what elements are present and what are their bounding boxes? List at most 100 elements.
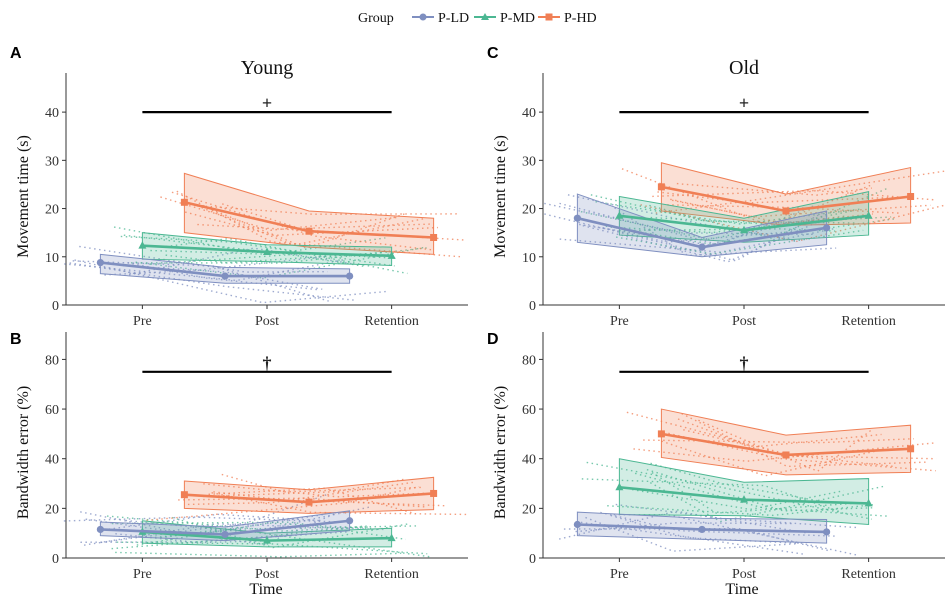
individual-trace xyxy=(671,199,931,218)
point-p-hd xyxy=(180,198,188,206)
individual-trace xyxy=(184,211,438,237)
individual-trace xyxy=(633,442,936,462)
point-p-md xyxy=(387,251,396,259)
point-p-md xyxy=(740,225,748,234)
point-p-md xyxy=(615,211,624,219)
y-tick-label: 20 xyxy=(45,203,59,218)
point-p-md xyxy=(615,482,624,491)
point-p-md xyxy=(263,536,271,544)
x-tick-label: Pre xyxy=(133,567,152,582)
x-tick-label: Retention xyxy=(841,567,895,582)
individual-trace xyxy=(649,482,887,523)
point-p-ld xyxy=(698,243,706,251)
y-tick-label: 40 xyxy=(45,453,59,468)
significance-symbol-c: + xyxy=(739,93,749,113)
point-p-hd xyxy=(782,451,790,459)
y-axis-title-d: Bandwidth error (%) xyxy=(492,386,509,519)
individual-trace xyxy=(600,511,836,537)
individual-trace xyxy=(619,228,836,232)
individual-trace xyxy=(585,516,796,552)
point-p-md xyxy=(138,241,147,249)
point-p-ld xyxy=(698,525,706,534)
ribbon-p-hd xyxy=(183,476,435,514)
individual-trace xyxy=(634,472,888,517)
y-tick-label: 20 xyxy=(522,502,536,517)
individual-trace xyxy=(221,473,422,493)
individual-trace xyxy=(178,497,427,508)
individual-trace xyxy=(563,527,831,552)
significance-symbol-b: † xyxy=(263,353,272,373)
legend-label-p-md: P-MD xyxy=(500,11,535,26)
individual-trace xyxy=(200,205,460,215)
individual-trace xyxy=(661,440,885,477)
panel-d: D Bandwidth error (%) 0 20 40 60 80 Pre Post Rete… xyxy=(487,331,945,582)
individual-trace xyxy=(580,210,853,241)
individual-trace xyxy=(120,235,395,267)
x-tick-label: Post xyxy=(732,567,756,582)
individual-trace xyxy=(128,247,355,276)
ribbon-p-hd xyxy=(660,408,912,476)
legend-item-p-md: P-MD xyxy=(474,11,535,26)
individual-trace xyxy=(211,492,468,516)
y-tick-label: 40 xyxy=(522,453,536,468)
individual-trace xyxy=(79,245,328,273)
individual-trace xyxy=(104,255,329,276)
panel-a: A Young Movement time (s) 0 10 20 30 40 Pre Post R… xyxy=(10,45,468,329)
y-tick-label: 20 xyxy=(45,502,59,517)
y-tick-label: 80 xyxy=(45,353,59,368)
point-p-ld xyxy=(573,214,581,222)
individual-trace xyxy=(123,234,367,268)
individual-traces-d xyxy=(558,411,937,556)
x-tick-label: Pre xyxy=(133,314,152,329)
x-tick-label: Retention xyxy=(364,314,418,329)
ribbon-p-hd xyxy=(660,162,912,226)
individual-trace xyxy=(676,182,872,196)
y-axis-title-c: Movement time (s) xyxy=(492,135,509,258)
y-tick-label: 0 xyxy=(52,299,59,314)
y-tick-label: 40 xyxy=(522,106,536,121)
y-tick-label: 40 xyxy=(45,106,59,121)
individual-trace xyxy=(111,525,367,550)
point-p-md xyxy=(864,211,873,219)
point-p-ld xyxy=(823,224,831,232)
point-p-ld xyxy=(573,520,581,529)
y-tick-label: 20 xyxy=(522,203,536,218)
x-tick-label: Post xyxy=(732,314,756,329)
point-p-hd xyxy=(907,193,915,200)
x-tick-label: Post xyxy=(255,567,279,582)
panel-letter-a: A xyxy=(10,45,22,62)
individual-trace xyxy=(165,251,384,264)
legend: Group P-LD P-MD P-HD xyxy=(358,11,597,26)
point-p-hd xyxy=(430,489,438,497)
point-p-hd xyxy=(657,183,665,191)
point-p-ld xyxy=(96,258,104,267)
individual-trace xyxy=(614,207,837,257)
point-p-hd xyxy=(305,227,313,235)
panel-title-a: Young xyxy=(241,57,293,79)
x-axis-title-left: Time xyxy=(249,581,282,598)
individual-trace xyxy=(125,506,370,534)
legend-item-p-ld: P-LD xyxy=(412,11,469,26)
individual-trace xyxy=(558,510,809,540)
ribbon-p-ld xyxy=(576,193,828,258)
point-p-ld xyxy=(346,517,354,525)
significance-symbol-a: + xyxy=(262,93,272,113)
point-p-ld xyxy=(221,530,229,539)
individual-trace xyxy=(221,203,434,230)
point-p-hd xyxy=(657,430,665,438)
point-p-ld xyxy=(346,272,354,280)
legend-label-p-hd: P-HD xyxy=(564,11,597,26)
y-axis-title-b: Bandwidth error (%) xyxy=(15,386,32,519)
individual-trace xyxy=(127,262,321,291)
x-tick-label: Retention xyxy=(364,567,418,582)
individual-trace xyxy=(586,461,872,520)
individual-trace xyxy=(567,194,798,242)
individual-trace xyxy=(670,198,874,225)
y-tick-label: 30 xyxy=(45,154,59,169)
individual-traces-c xyxy=(544,168,947,263)
legend-marker-p-md xyxy=(481,13,489,20)
x-tick-label: Retention xyxy=(841,314,895,329)
point-p-ld xyxy=(96,525,104,534)
significance-symbol-d: † xyxy=(740,353,749,373)
individual-trace xyxy=(607,503,875,517)
